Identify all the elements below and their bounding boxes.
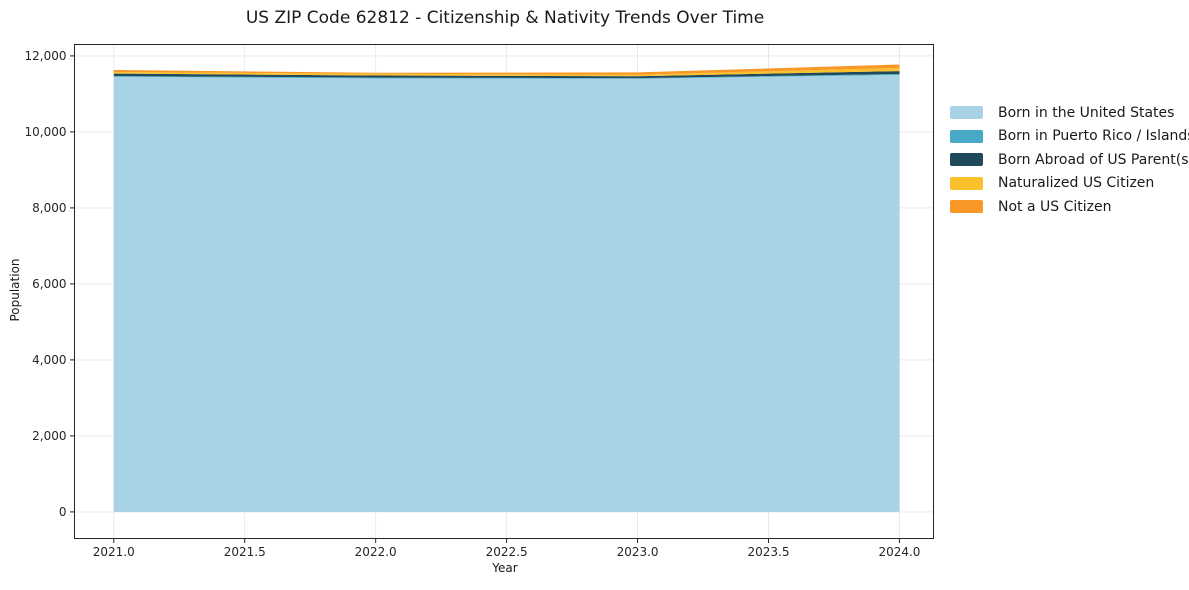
legend-label: Born in Puerto Rico / Islands	[998, 128, 1189, 145]
area-born-abroad-of-us-parent-s	[113, 71, 900, 79]
y-tick-label: 8,000	[32, 201, 66, 215]
y-axis-label: Population	[8, 258, 22, 322]
x-tick-label: 2024.0	[878, 545, 920, 559]
legend-item: Born Abroad of US Parent(s)	[950, 148, 1189, 172]
y-tick-label: 6,000	[32, 277, 66, 291]
legend-swatch-born-abroad	[950, 153, 983, 167]
axes-box	[74, 44, 934, 539]
legend-item: Born in the United States	[950, 101, 1189, 125]
x-tick-label: 2021.0	[93, 545, 135, 559]
area-born-in-puerto-rico-islands	[113, 73, 900, 79]
legend-swatch-puerto-rico	[950, 129, 983, 143]
legend-label: Naturalized US Citizen	[998, 175, 1155, 192]
legend-swatch-born-us	[950, 106, 983, 120]
legend-swatch-not-citizen	[950, 200, 983, 214]
legend-item: Naturalized US Citizen	[950, 172, 1189, 196]
y-tick-label: 0	[59, 505, 67, 519]
area-not-a-us-citizen	[113, 64, 900, 75]
x-tick-label: 2022.0	[355, 545, 397, 559]
legend-label: Born Abroad of US Parent(s)	[998, 151, 1189, 168]
y-tick-label: 4,000	[32, 353, 66, 367]
legend-item: Born in Puerto Rico / Islands	[950, 125, 1189, 149]
x-tick-label: 2023.0	[617, 545, 659, 559]
legend-item: Not a US Citizen	[950, 195, 1189, 219]
x-tick-label: 2022.5	[486, 545, 528, 559]
x-tick-label: 2023.5	[748, 545, 790, 559]
y-tick-label: 10,000	[25, 125, 67, 139]
chart-title: US ZIP Code 62812 - Citizenship & Nativi…	[245, 8, 765, 28]
y-tick-label: 2,000	[32, 429, 66, 443]
area-born-in-the-united-states	[113, 74, 900, 512]
legend-label: Not a US Citizen	[998, 198, 1112, 215]
y-tick-label: 12,000	[25, 49, 67, 63]
legend-label: Born in the United States	[998, 104, 1175, 121]
legend-swatch-naturalized	[950, 176, 983, 190]
x-tick-label: 2021.5	[224, 545, 266, 559]
legend: Born in the United States Born in Puerto…	[950, 101, 1189, 219]
area-naturalized-us-citizen	[113, 67, 900, 77]
x-axis-label: Year	[492, 561, 518, 575]
